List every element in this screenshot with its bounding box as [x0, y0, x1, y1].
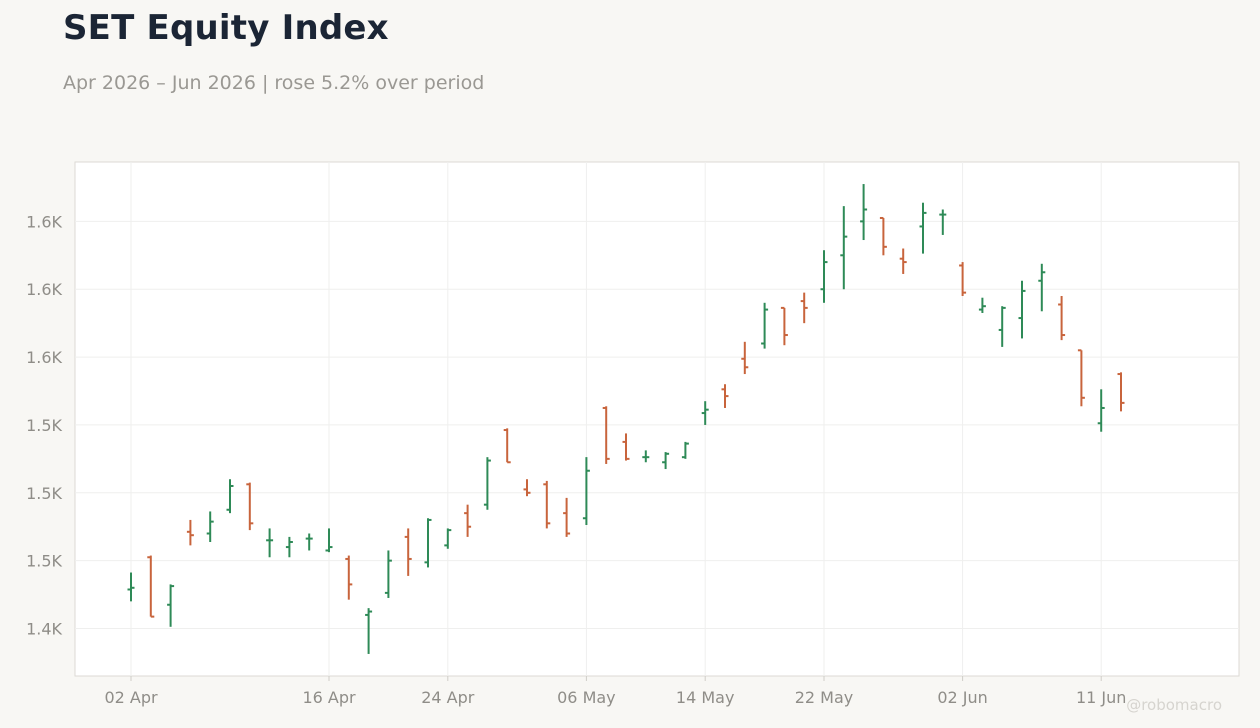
ohlc-bar: [761, 302, 769, 349]
ohlc-bar: [879, 216, 887, 256]
watermark: @robomacro: [1126, 696, 1222, 714]
ohlc-bar: [305, 533, 313, 551]
ohlc-bar: [503, 428, 511, 464]
ohlc-bar: [582, 457, 590, 526]
y-tick-label: 1.5K: [26, 552, 62, 571]
y-tick-label: 1.5K: [26, 484, 62, 503]
y-tick-label: 1.6K: [26, 348, 62, 367]
ohlc-bar: [424, 518, 432, 568]
ohlc-bar: [266, 528, 274, 558]
y-tick-label: 1.4K: [26, 620, 62, 639]
ohlc-bar: [998, 306, 1006, 347]
ohlc-bar: [741, 341, 749, 375]
chart-subtitle: Apr 2026 – Jun 2026 | rose 5.2% over per…: [63, 72, 485, 94]
ohlc-bar: [1038, 263, 1046, 312]
y-tick-label: 1.5K: [26, 416, 62, 435]
x-tick-label: 14 May: [676, 688, 735, 707]
y-tick-label: 1.6K: [26, 212, 62, 231]
ohlc-bar: [523, 479, 531, 497]
chart-title: SET Equity Index: [63, 8, 389, 48]
ohlc-bar: [701, 401, 709, 425]
ohlc-bar: [365, 608, 373, 654]
ohlc-bar: [167, 584, 175, 627]
ohlc-bar: [800, 292, 808, 324]
ohlc-bar: [721, 384, 729, 408]
ohlc-bar: [899, 248, 907, 274]
y-gridlines: [75, 220, 1239, 630]
ohlc-bar: [959, 262, 967, 297]
ohlc-bar: [662, 452, 670, 470]
ohlc-bar: [186, 519, 194, 546]
x-tick-label: 02 Jun: [937, 688, 987, 707]
ohlc-bar: [325, 528, 333, 553]
ohlc-bar: [681, 441, 689, 459]
x-tick-label: 22 May: [795, 688, 854, 707]
ohlc-bar: [404, 528, 412, 576]
x-axis-labels: 02 Apr 16 Apr 24 Apr 06 May 14 May 22 May 02 J…: [104, 688, 1126, 707]
ohlc-bar: [602, 406, 610, 464]
ohlc-bar: [939, 209, 947, 235]
y-tick-label: 1.6K: [26, 280, 62, 299]
ohlc-bar: [127, 572, 135, 602]
ohlc-bar: [1018, 280, 1026, 339]
ohlc-bar: [563, 497, 571, 537]
ohlc-bar: [622, 433, 630, 461]
ohlc-bar: [1097, 389, 1105, 432]
ohlc-bar: [919, 202, 927, 254]
ohlc-bar: [345, 555, 353, 600]
x-tick-label: 16 Apr: [302, 688, 356, 707]
plot-area: [74, 161, 1240, 677]
ohlc-bar: [384, 550, 392, 598]
ohlc-bar: [820, 250, 828, 303]
ohlc-bar: [860, 184, 868, 241]
ohlc-bar: [147, 555, 155, 618]
ohlc-bar: [1117, 372, 1125, 412]
ohlc-bars: [127, 184, 1125, 654]
x-tick-label: 24 Apr: [421, 688, 475, 707]
ohlc-bar: [285, 536, 293, 558]
y-axis-labels: 1.4K 1.5K 1.5K 1.5K 1.6K 1.6K 1.6K: [26, 212, 62, 638]
ohlc-bar: [780, 306, 788, 346]
ohlc-bar: [246, 482, 254, 531]
ohlc-bar: [978, 297, 986, 313]
x-tick-label: 11 Jun: [1076, 688, 1126, 707]
ohlc-bar: [464, 504, 472, 537]
ohlc-bar: [543, 480, 551, 529]
ohlc-bar: [483, 457, 491, 510]
ohlc-bar: [226, 479, 234, 514]
ohlc-bar: [1058, 296, 1066, 341]
ohlc-bar: [1077, 349, 1085, 407]
x-tick-label: 06 May: [557, 688, 616, 707]
ohlc-bar: [840, 206, 848, 290]
ohlc-bar: [642, 450, 650, 463]
ohlc-bar: [444, 528, 452, 549]
ohlc-bar: [206, 511, 214, 542]
x-tick-label: 02 Apr: [104, 688, 158, 707]
